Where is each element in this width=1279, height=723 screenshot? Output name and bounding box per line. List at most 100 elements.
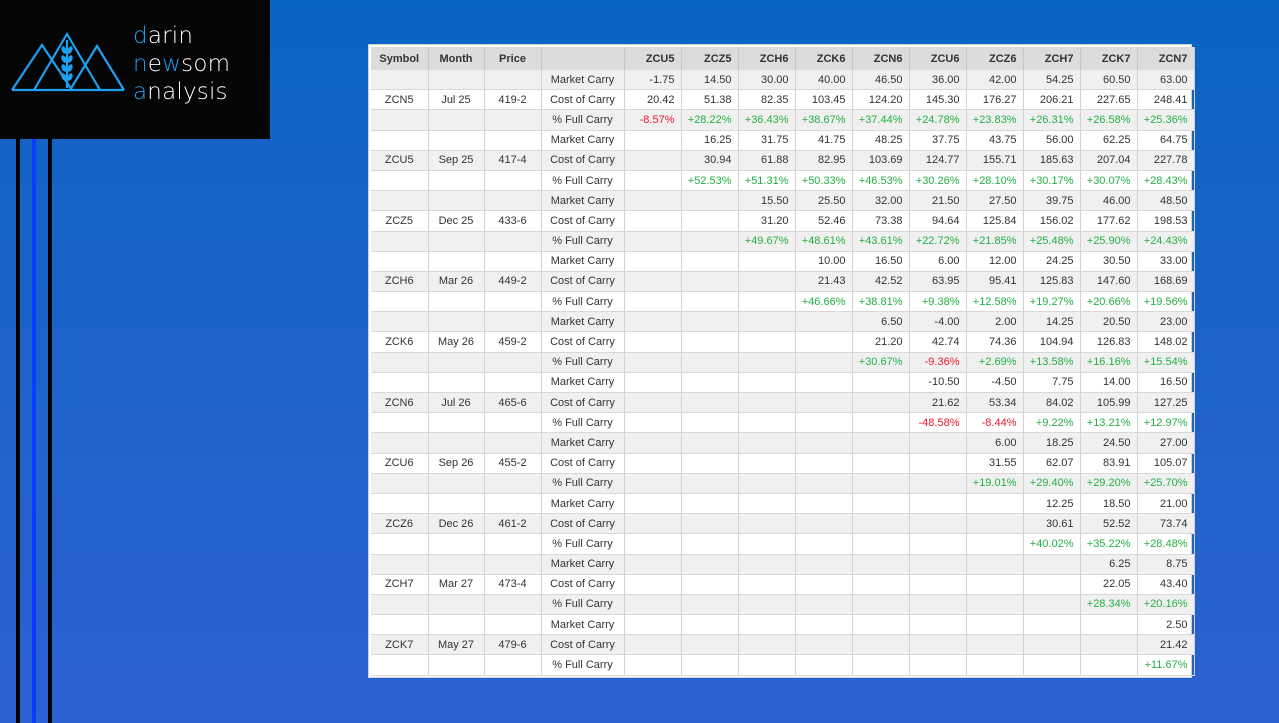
value-cell: 46.00 bbox=[1080, 190, 1138, 212]
value-cell: 16.50 bbox=[852, 251, 910, 272]
value-cell: 56.00 bbox=[1023, 130, 1081, 151]
value-cell bbox=[681, 210, 739, 232]
value-cell: 21.43 bbox=[795, 271, 853, 293]
row-label-cell: Cost of Carry bbox=[541, 513, 625, 535]
column-header-zch6[interactable]: ZCH6 bbox=[738, 47, 796, 70]
column-header-zcu6[interactable]: ZCU6 bbox=[909, 47, 967, 70]
price-cell: 473-4 bbox=[484, 574, 542, 595]
symbol-cell bbox=[371, 533, 429, 555]
value-cell bbox=[966, 594, 1024, 616]
value-cell: 54.25 bbox=[1023, 70, 1081, 91]
value-cell: 127.25 bbox=[1137, 392, 1195, 414]
value-cell: 36.00 bbox=[909, 70, 967, 91]
column-header-label[interactable] bbox=[541, 47, 625, 70]
value-cell: +38.81% bbox=[852, 291, 910, 313]
value-cell bbox=[795, 432, 853, 454]
column-header-zcz5[interactable]: ZCZ5 bbox=[681, 47, 739, 70]
value-cell bbox=[624, 331, 682, 353]
value-cell: 6.25 bbox=[1080, 554, 1138, 575]
value-cell: 125.84 bbox=[966, 210, 1024, 232]
column-header-zch7[interactable]: ZCH7 bbox=[1023, 47, 1081, 70]
value-cell bbox=[681, 574, 739, 595]
symbol-cell: ZCZ5 bbox=[371, 210, 429, 232]
column-header-zcz6[interactable]: ZCZ6 bbox=[966, 47, 1024, 70]
value-cell: 21.50 bbox=[909, 190, 967, 212]
value-cell bbox=[738, 352, 796, 373]
column-header-symbol[interactable]: Symbol bbox=[371, 47, 429, 70]
value-cell: 105.99 bbox=[1080, 392, 1138, 414]
mountain-wheat-logo-icon bbox=[11, 31, 125, 92]
column-header-zck6[interactable]: ZCK6 bbox=[795, 47, 853, 70]
value-cell bbox=[624, 251, 682, 272]
value-cell: 24.25 bbox=[1023, 251, 1081, 272]
value-cell: +19.56% bbox=[1137, 291, 1195, 313]
row-label-cell: % Full Carry bbox=[541, 594, 625, 616]
value-cell bbox=[966, 574, 1024, 595]
column-header-zck7[interactable]: ZCK7 bbox=[1080, 47, 1138, 70]
symbol-cell bbox=[371, 231, 429, 252]
row-label-cell: Market Carry bbox=[541, 614, 625, 636]
table-row: Market Carry 16.25 31.75 41.75 48.25 37.75 43.… bbox=[371, 130, 1195, 151]
value-cell bbox=[624, 190, 682, 212]
value-cell bbox=[624, 372, 682, 394]
price-cell bbox=[484, 372, 542, 394]
value-cell: 125.83 bbox=[1023, 271, 1081, 293]
value-cell: 145.30 bbox=[909, 89, 967, 111]
value-cell bbox=[795, 614, 853, 636]
value-cell: 42.74 bbox=[909, 331, 967, 353]
column-header-zcn7[interactable]: ZCN7 bbox=[1137, 47, 1195, 70]
column-header-price[interactable]: Price bbox=[484, 47, 542, 70]
table-header-row: Symbol Month Price ZCU5 ZCZ5 ZCH6 ZCK6 ZCN6 ZCU6… bbox=[371, 47, 1195, 70]
month-cell bbox=[428, 190, 485, 212]
month-cell bbox=[428, 231, 485, 252]
value-cell: 73.38 bbox=[852, 210, 910, 232]
value-cell bbox=[624, 594, 682, 616]
value-cell bbox=[681, 533, 739, 555]
value-cell bbox=[624, 150, 682, 171]
symbol-cell bbox=[371, 473, 429, 494]
value-cell: +24.78% bbox=[909, 109, 967, 131]
column-header-month[interactable]: Month bbox=[428, 47, 485, 70]
value-cell: 18.25 bbox=[1023, 432, 1081, 454]
value-cell: 48.50 bbox=[1137, 190, 1195, 212]
column-header-zcu5[interactable]: ZCU5 bbox=[624, 47, 682, 70]
value-cell bbox=[795, 634, 853, 656]
value-cell: +46.53% bbox=[852, 170, 910, 192]
value-cell: 227.65 bbox=[1080, 89, 1138, 111]
value-cell bbox=[738, 271, 796, 293]
price-cell bbox=[484, 130, 542, 151]
value-cell: 31.20 bbox=[738, 210, 796, 232]
value-cell bbox=[966, 654, 1024, 676]
table-row: Market Carry -1.75 14.50 30.00 40.00 46.50 36.… bbox=[371, 70, 1195, 91]
row-label-cell: Cost of Carry bbox=[541, 210, 625, 232]
value-cell: 42.00 bbox=[966, 70, 1024, 91]
decorative-stripe bbox=[32, 139, 36, 723]
value-cell: 15.50 bbox=[738, 190, 796, 212]
value-cell bbox=[909, 614, 967, 636]
value-cell bbox=[738, 554, 796, 575]
value-cell: 6.00 bbox=[909, 251, 967, 272]
symbol-cell bbox=[371, 109, 429, 131]
value-cell bbox=[624, 352, 682, 373]
value-cell: 103.69 bbox=[852, 150, 910, 171]
value-cell: 10.00 bbox=[795, 251, 853, 272]
value-cell: 82.35 bbox=[738, 89, 796, 111]
row-label-cell: % Full Carry bbox=[541, 109, 625, 131]
value-cell bbox=[738, 533, 796, 555]
row-label-cell: Market Carry bbox=[541, 311, 625, 333]
value-cell: 14.50 bbox=[681, 70, 739, 91]
value-cell: +28.43% bbox=[1137, 170, 1195, 192]
value-cell bbox=[624, 170, 682, 192]
value-cell: 124.20 bbox=[852, 89, 910, 111]
symbol-cell: ZCK6 bbox=[371, 331, 429, 353]
value-cell bbox=[852, 574, 910, 595]
value-cell: +22.72% bbox=[909, 231, 967, 252]
column-header-zcn6[interactable]: ZCN6 bbox=[852, 47, 910, 70]
value-cell: 62.07 bbox=[1023, 453, 1081, 474]
row-label-cell: Cost of Carry bbox=[541, 331, 625, 353]
value-cell: -8.44% bbox=[966, 412, 1024, 434]
value-cell bbox=[1023, 654, 1081, 676]
value-cell bbox=[1080, 614, 1138, 636]
value-cell: 25.50 bbox=[795, 190, 853, 212]
price-cell bbox=[484, 594, 542, 616]
